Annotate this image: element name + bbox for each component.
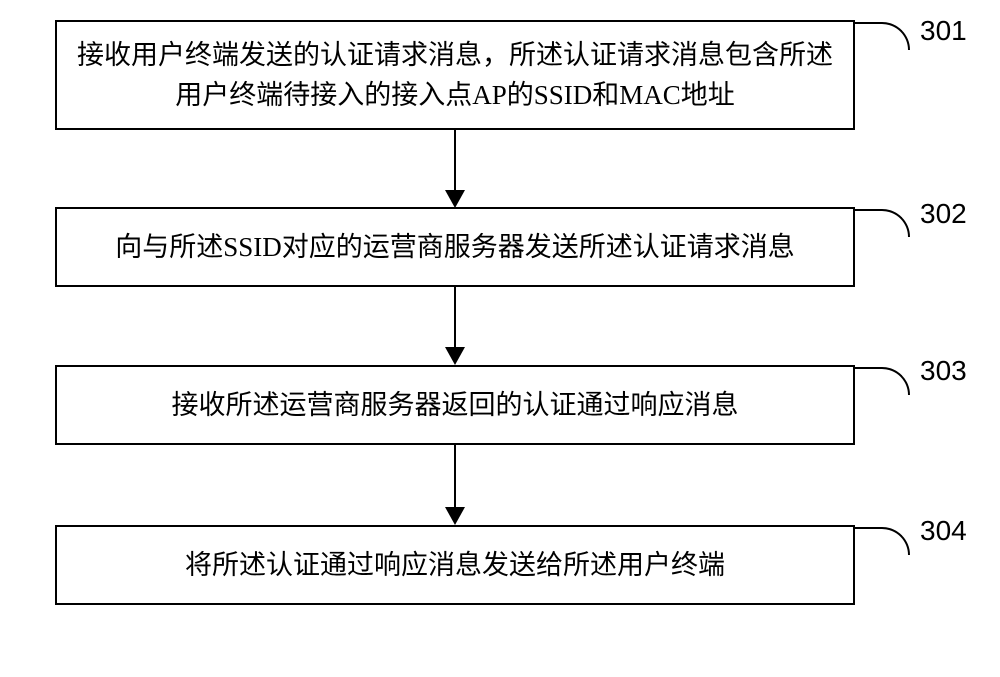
flowchart-container: 接收用户终端发送的认证请求消息，所述认证请求消息包含所述用户终端待接入的接入点A… [0, 0, 1000, 677]
step-label-303: 303 [920, 355, 967, 387]
step-text-301: 接收用户终端发送的认证请求消息，所述认证请求消息包含所述用户终端待接入的接入点A… [77, 35, 833, 116]
arrow-3-line [454, 445, 456, 507]
step-box-302: 向与所述SSID对应的运营商服务器发送所述认证请求消息 [55, 207, 855, 287]
arrow-3-head [445, 507, 465, 525]
arrow-1-line [454, 130, 456, 190]
connector-303 [855, 367, 910, 395]
step-box-301: 接收用户终端发送的认证请求消息，所述认证请求消息包含所述用户终端待接入的接入点A… [55, 20, 855, 130]
step-text-304: 将所述认证通过响应消息发送给所述用户终端 [185, 545, 725, 586]
step-text-303: 接收所述运营商服务器返回的认证通过响应消息 [172, 385, 739, 426]
step-box-304: 将所述认证通过响应消息发送给所述用户终端 [55, 525, 855, 605]
connector-301 [855, 22, 910, 50]
step-box-303: 接收所述运营商服务器返回的认证通过响应消息 [55, 365, 855, 445]
arrow-2-head [445, 347, 465, 365]
step-label-304: 304 [920, 515, 967, 547]
connector-304 [855, 527, 910, 555]
step-text-302: 向与所述SSID对应的运营商服务器发送所述认证请求消息 [115, 227, 795, 268]
connector-302 [855, 209, 910, 237]
arrow-1-head [445, 190, 465, 208]
arrow-2-line [454, 287, 456, 347]
step-label-302: 302 [920, 198, 967, 230]
step-label-301: 301 [920, 15, 967, 47]
